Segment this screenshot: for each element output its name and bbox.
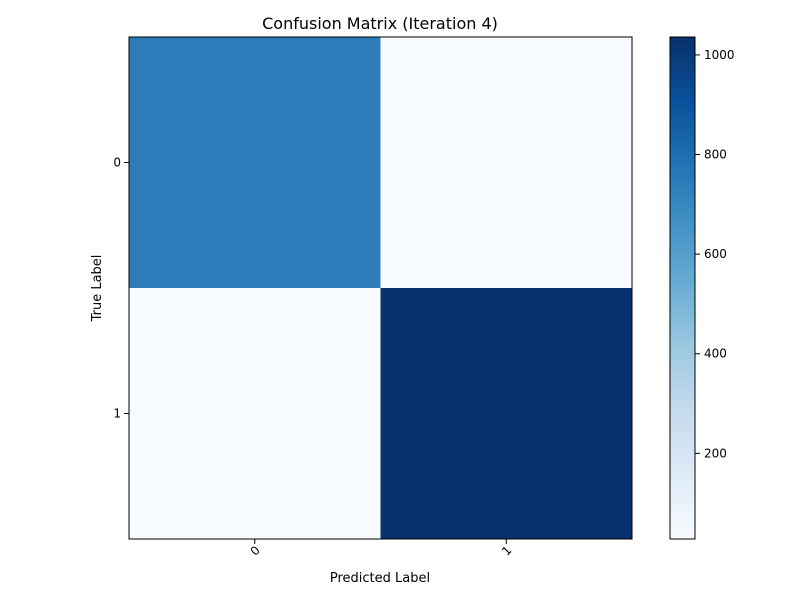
- colorbar: [669, 36, 696, 540]
- colorbar-tick-label: 400: [704, 347, 727, 361]
- x-axis-label: Predicted Label: [330, 571, 430, 586]
- x-tick-label: 1: [499, 543, 514, 558]
- y-axis-ticks: 01: [113, 156, 129, 421]
- colorbar-tick-label: 800: [704, 148, 727, 162]
- colorbar-tick-label: 200: [704, 446, 727, 460]
- heatmap-cells: [129, 37, 632, 539]
- colorbar-tick-label: 600: [704, 247, 727, 261]
- y-axis-label: True Label: [90, 255, 105, 323]
- heatmap-cell-0-1: [380, 37, 632, 288]
- colorbar-tick-label: 1000: [704, 48, 735, 62]
- heatmap-cell-1-0: [129, 288, 381, 539]
- chart-title: Confusion Matrix (Iteration 4): [262, 14, 498, 33]
- plot-frame: [128, 36, 633, 540]
- colorbar-ticks: 200 400 600 800 1000: [695, 48, 735, 460]
- x-tick-label: 0: [248, 543, 263, 558]
- y-tick-label: 0: [113, 156, 121, 170]
- heatmap-cell-1-1: [380, 288, 632, 539]
- y-tick-label: 1: [113, 407, 121, 421]
- heatmap-cell-0-0: [129, 37, 381, 288]
